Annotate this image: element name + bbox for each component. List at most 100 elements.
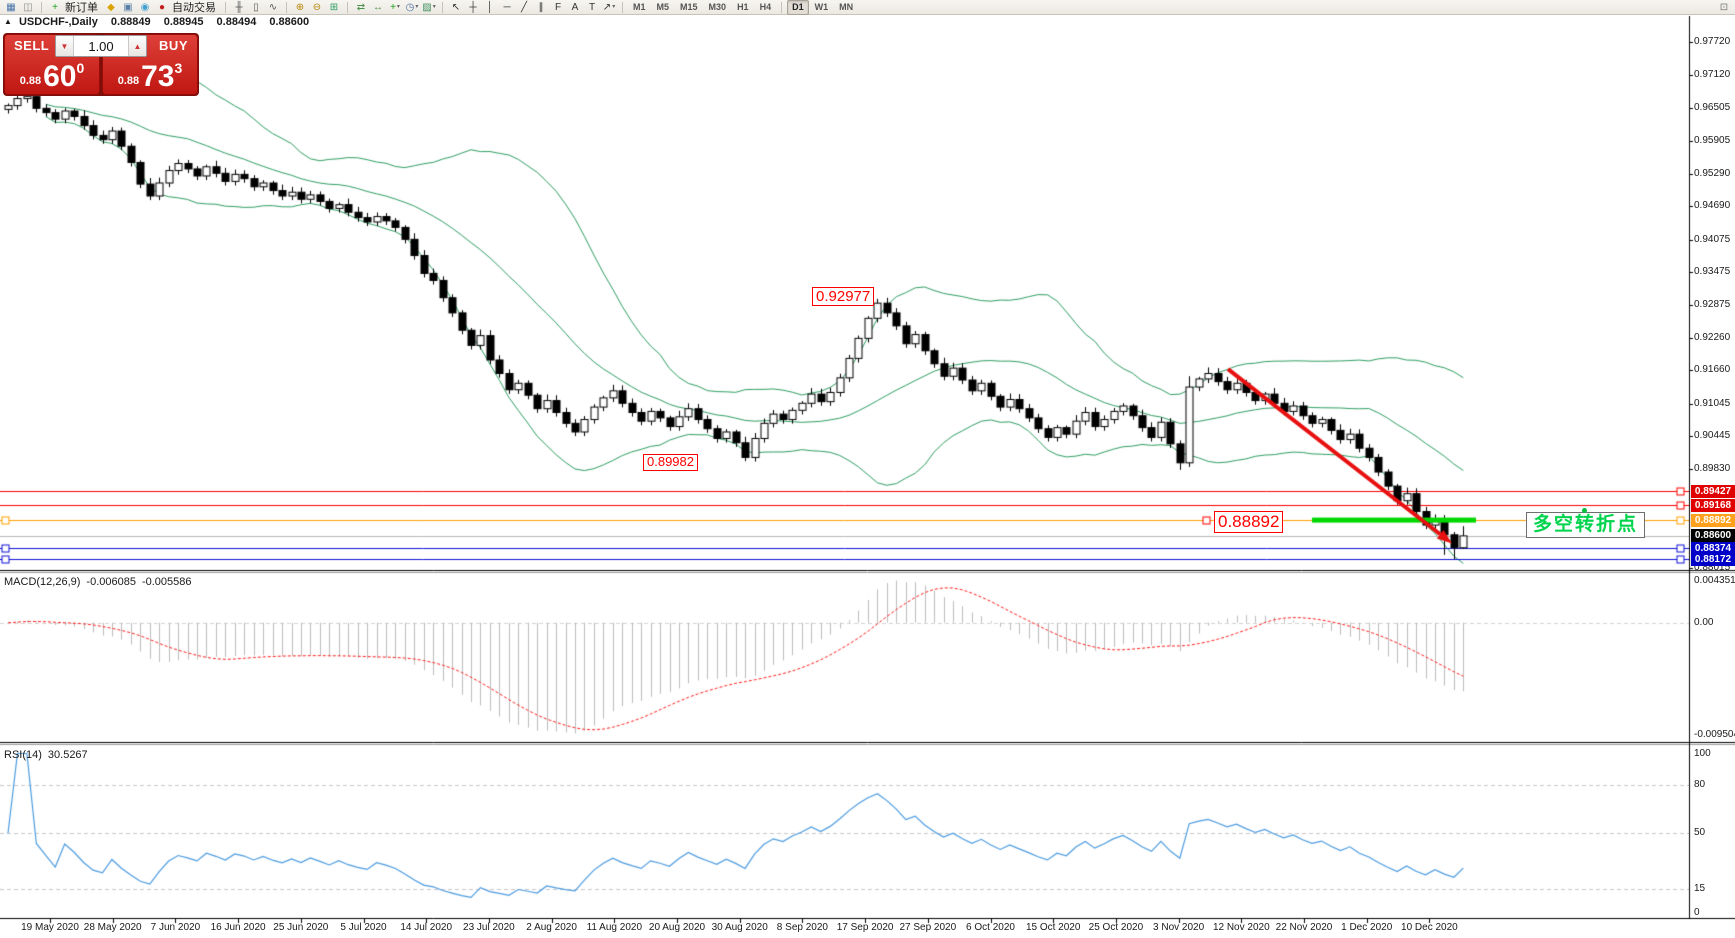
fullscreen-icon[interactable]: ⊡ [1719,1,1729,13]
autotrading-button[interactable]: ● [158,1,166,13]
macd-signal-value: -0.005586 [141,576,192,588]
buy-price-point: 3 [174,60,183,76]
buy-price: 0.88733 [103,60,197,92]
volume-input[interactable] [74,36,128,56]
toolbar-separator [41,1,42,13]
periods-icon[interactable]: ◷ ▾ [405,1,419,13]
zoom-out-icon[interactable]: ⊖ [312,1,322,13]
buy-price-figure: 0.88 [117,75,140,87]
price-axis-tick-label: 0.95905 [1694,134,1731,146]
macd-name: MACD(12,26,9) [4,576,81,588]
timeframe-button-M5[interactable]: M5 [656,1,670,12]
volume-increase-button[interactable]: ▲ [128,36,146,56]
zoom-in-icon[interactable]: ⊕ [295,1,305,13]
price-axis-tick-label: 0.96505 [1694,102,1731,114]
sell-label: SELL [14,38,50,53]
autotrading-button-label[interactable]: 自动交易 [172,2,216,14]
date-axis-label: 25 Jun 2020 [273,922,329,933]
toolbar-separator [781,1,783,13]
price-level-tag: 0.88892 [1691,513,1735,527]
volume-decrease-button[interactable]: ▼ [56,36,74,56]
price-axis-tick-label: 0.90445 [1694,430,1731,442]
text-icon[interactable]: A [571,1,579,13]
price-axis-tick-label: 0.97120 [1694,68,1731,80]
timeframe-button-M1[interactable]: M1 [633,1,646,12]
annotation-anchor-dot[interactable] [1582,508,1587,513]
date-axis-label: 28 May 2020 [83,922,142,933]
rsi-axis-50: 50 [1694,827,1706,839]
text-label-icon[interactable]: T [588,1,596,13]
annotation-support-price[interactable]: 0.88892 [1214,511,1284,533]
annotation-swing-low[interactable]: 0.89982 [643,454,698,471]
chart-shift-icon[interactable]: ↔ [373,1,383,13]
timeframe-button-MN[interactable]: MN [839,1,854,12]
rsi-value: 30.5267 [47,749,88,761]
date-axis-label: 8 Sep 2020 [776,922,828,933]
price-axis-tick-label: 0.95290 [1694,167,1731,179]
price-axis-tick-label: 0.91660 [1694,364,1731,376]
date-axis-label: 15 Oct 2020 [1025,922,1081,933]
profiles-icon[interactable]: ◫ [23,1,33,13]
equidistant-channel-icon[interactable]: ∥ [538,1,544,13]
vertical-line-icon[interactable]: │ [486,1,494,13]
auto-scroll-icon[interactable]: ⇄ [356,1,366,13]
sell-price-point: 0 [76,60,85,76]
new-order-button-label[interactable]: 新订单 [65,2,98,14]
timeframe-button-D1[interactable]: D1 [787,0,809,15]
annotation-pivot-text[interactable]: 多空转折点 [1526,512,1646,538]
terminal-icon[interactable]: ▣ [123,1,133,13]
timeframe-button-M30[interactable]: M30 [708,1,727,12]
timeframe-button-H4[interactable]: H4 [759,1,772,12]
cursor-icon[interactable]: ↖ [451,1,461,13]
trendline-icon[interactable]: ╱ [520,1,528,13]
dropdown-caret-icon: ▾ [396,3,400,10]
funds-icon[interactable]: ◆ [107,1,115,13]
sell-price-pips: 60 [43,60,77,93]
arrows-icon[interactable]: ↗ ▾ [602,1,616,13]
timeframe-button-M15[interactable]: M15 [680,1,698,12]
date-axis-label: 6 Oct 2020 [966,922,1015,933]
quote-close: 0.88600 [269,16,310,28]
collapse-panel-icon[interactable]: ▲ [4,17,12,26]
templates-icon[interactable]: ▨ ▾ [422,1,436,13]
toolbar-separator [286,1,287,13]
buy-price-pips: 73 [141,60,175,93]
candlestick-chart-icon[interactable]: ▯ [253,1,259,13]
date-axis-label: 12 Nov 2020 [1212,922,1270,933]
date-axis-label: 5 Jul 2020 [340,922,387,933]
quote-high: 0.88945 [163,16,204,28]
macd-axis-zero: 0.00 [1694,616,1714,628]
price-level-tag: 0.88374 [1691,541,1735,555]
toolbar-separator [442,1,443,13]
charts-window-icon[interactable]: ▦ [6,1,16,13]
date-axis-label: 16 Jun 2020 [210,922,266,933]
symbol-bar: ▲ USDCHF-,Daily 0.88849 0.88945 0.88494 … [4,16,309,28]
bar-chart-icon[interactable]: ╫ [235,1,243,13]
horizontal-line-icon[interactable]: ─ [503,1,511,13]
add-indicator-icon[interactable]: + ▾ [390,1,400,13]
timeframe-button-H1[interactable]: H1 [737,1,749,12]
dropdown-caret-icon: ▾ [612,3,616,10]
price-axis-tick-label: 0.94690 [1694,200,1731,212]
tile-windows-icon[interactable]: ⊞ [329,1,339,13]
date-axis-label: 11 Aug 2020 [586,922,643,933]
macd-main-value: -0.006085 [86,576,136,588]
price-axis-tick-label: 0.92260 [1694,331,1731,343]
symbol-title: USDCHF-,Daily [18,16,98,28]
annotation-swing-high[interactable]: 0.92977 [812,287,875,307]
signals-icon[interactable]: ◉ [140,1,150,13]
date-axis-label: 3 Nov 2020 [1153,922,1205,933]
sell-price-figure: 0.88 [19,75,42,87]
line-chart-icon[interactable]: ∿ [268,1,278,13]
timeframe-button-W1[interactable]: W1 [814,1,829,12]
one-click-trading-panel: SELL 0.88600 ▼ ▲ BUY 0.88733 [3,33,199,96]
new-order-button[interactable]: + [52,1,58,13]
date-axis-label: 1 Dec 2020 [1341,922,1393,933]
quote-open: 0.88849 [110,16,151,28]
fibonacci-icon[interactable]: F [554,1,562,13]
crosshair-icon[interactable]: ┼ [469,1,477,13]
price-level-tag: 0.89168 [1691,498,1735,512]
date-axis-label: 30 Aug 2020 [711,922,768,933]
